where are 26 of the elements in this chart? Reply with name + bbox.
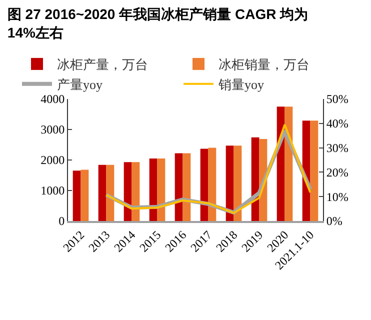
bar xyxy=(124,162,132,221)
bar xyxy=(310,120,318,221)
chart-title: 图 27 2016~2020 年我国冰柜产销量 CAGR 均为 14%左右 xyxy=(7,6,308,40)
legend-label: 冰柜产量，万台 xyxy=(57,57,148,72)
legend-label: 销量yoy xyxy=(218,76,264,92)
legend-label: 冰柜销量，万台 xyxy=(218,57,310,72)
bar xyxy=(98,164,106,221)
bar xyxy=(200,148,208,221)
y-tick-label: 2000 xyxy=(40,153,65,168)
y-tick-label: 4000 xyxy=(40,92,65,106)
bar xyxy=(251,137,260,221)
y2-tick-label: 0% xyxy=(326,214,342,228)
y2-tick-label: 20% xyxy=(326,165,348,180)
bar xyxy=(149,158,158,221)
y2-tick-label: 30% xyxy=(326,141,348,155)
bar xyxy=(226,146,234,221)
y2-tick-label: 40% xyxy=(326,116,348,131)
legend-label: 产量yoy xyxy=(57,76,103,92)
bar xyxy=(80,170,89,221)
y2-tick-label: 10% xyxy=(326,190,348,204)
y-tick-label: 1000 xyxy=(40,184,65,198)
y2-tick-label: 50% xyxy=(326,92,348,106)
bar xyxy=(174,153,183,221)
y-tick-label: 3000 xyxy=(40,122,65,137)
bar xyxy=(72,170,81,221)
y-tick-label: 0 xyxy=(58,214,65,228)
